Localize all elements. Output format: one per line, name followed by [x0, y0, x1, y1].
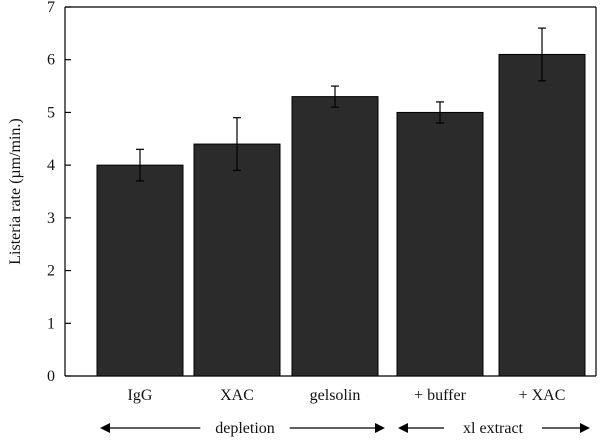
group-label: depletion — [215, 420, 275, 437]
y-tick-label: 0 — [47, 368, 55, 385]
y-tick-label: 2 — [47, 263, 55, 280]
group-annotation: xl extract — [398, 420, 590, 437]
error-bar — [136, 148, 144, 182]
error-bar — [233, 117, 241, 172]
error-bar — [538, 27, 546, 82]
error-bars — [136, 27, 546, 182]
category-label: + XAC — [519, 387, 566, 404]
arrow-left-icon — [100, 423, 110, 433]
category-label: IgG — [128, 387, 153, 404]
error-bar — [331, 85, 339, 108]
bars — [96, 53, 586, 377]
y-tick-label: 7 — [47, 0, 55, 16]
category-labels: IgG XAC gelsolin + buffer + XAC — [128, 387, 566, 404]
bar — [396, 111, 484, 377]
category-label: gelsolin — [310, 387, 361, 404]
bar — [291, 96, 379, 377]
bar — [96, 164, 184, 377]
group-label: xl extract — [463, 420, 524, 437]
category-label: XAC — [220, 387, 254, 404]
group-annotations: depletion xl extract — [100, 420, 590, 437]
bar — [498, 53, 586, 377]
y-tick-label: 4 — [47, 157, 55, 174]
arrow-left-icon — [398, 423, 408, 433]
y-tick-label: 3 — [47, 210, 55, 227]
arrow-right-icon — [375, 423, 385, 433]
y-axis-label: Listeria rate (µm/min.) — [7, 118, 24, 265]
y-tick-label: 1 — [47, 315, 55, 332]
y-tick-label: 6 — [47, 52, 55, 69]
y-tick-label: 5 — [47, 104, 55, 121]
error-bar — [436, 101, 444, 124]
y-ticks: 0 1 2 3 4 5 6 7 — [47, 0, 71, 385]
arrow-right-icon — [580, 423, 590, 433]
category-label: + buffer — [414, 387, 466, 404]
bar — [193, 143, 281, 377]
group-annotation: depletion — [100, 420, 385, 437]
